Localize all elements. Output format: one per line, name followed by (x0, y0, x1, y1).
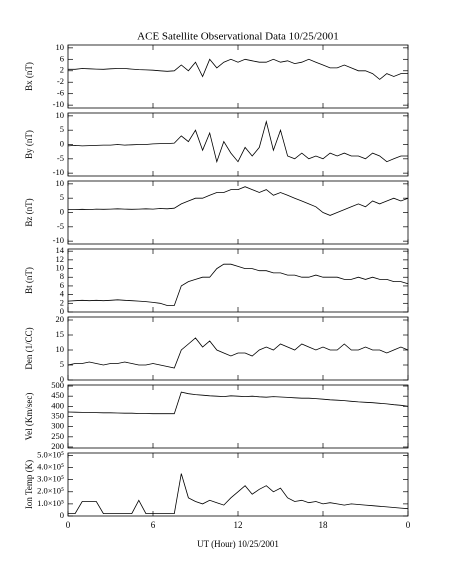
y-tick-label: 10 (56, 110, 65, 120)
y-tick-label: 400 (51, 400, 64, 410)
y-axis-label: By (nT) (24, 130, 34, 159)
y-tick-label: 2 (60, 297, 64, 307)
y-tick-label: 4.0×10⁵ (37, 461, 64, 471)
y-tick-label: 6 (60, 280, 64, 290)
panel-frame (67, 316, 409, 381)
y-tick-label: 5 (60, 192, 64, 202)
y-tick-label: 10 (56, 344, 65, 354)
y-tick-label: 350 (51, 410, 64, 420)
data-line (68, 473, 409, 514)
y-tick-label: 10 (56, 42, 65, 52)
panel-frame (67, 452, 409, 517)
data-line (68, 58, 408, 80)
y-tick-label: 10 (56, 263, 65, 273)
y-tick-label: 8 (60, 271, 64, 281)
y-tick-label: 0 (60, 206, 64, 216)
y-tick-label: 4 (60, 289, 65, 299)
y-tick-label: 12 (56, 254, 65, 264)
x-tick-label: 12 (234, 520, 243, 530)
y-tick-label: -10 (53, 99, 64, 109)
data-line (67, 263, 409, 306)
y-tick-label: -10 (53, 235, 64, 245)
panel-frame (67, 180, 409, 245)
y-tick-label: 250 (51, 431, 64, 441)
y-tick-label: 5 (60, 359, 64, 369)
y-tick-label: 20 (56, 314, 65, 324)
y-tick-label: 5.0×10⁵ (37, 449, 64, 459)
y-tick-label: 450 (51, 390, 64, 400)
y-axis-label: Ion Temp (K) (24, 460, 34, 509)
y-tick-label: 300 (51, 421, 64, 431)
x-axis-label: UT (Hour) 10/25/2001 (197, 539, 279, 549)
x-tick-label: 6 (151, 520, 156, 530)
panel-frame (67, 384, 409, 449)
data-line (67, 337, 409, 369)
y-tick-label: -6 (57, 88, 64, 98)
y-axis-label: Bz (nT) (24, 198, 34, 226)
y-tick-label: 200 (51, 441, 64, 451)
y-tick-label: 6 (60, 53, 64, 63)
y-tick-label: 0 (60, 374, 64, 384)
y-tick-label: 0 (60, 510, 64, 520)
y-axis-label: Den (1/CC) (24, 327, 34, 369)
y-tick-label: 0 (60, 138, 64, 148)
panel-frame (67, 44, 409, 109)
x-tick-label: 0 (406, 520, 411, 530)
y-tick-label: 10 (56, 178, 65, 188)
y-tick-label: -5 (57, 153, 64, 163)
x-tick-label: 18 (319, 520, 329, 530)
y-tick-label: 3.0×10⁵ (37, 474, 64, 484)
x-tick-label: 0 (66, 520, 71, 530)
y-tick-label: 15 (56, 329, 65, 339)
chart-title: ACE Satellite Observational Data 10/25/2… (137, 31, 339, 43)
y-axis-label: Vel (Km/sec) (24, 393, 34, 441)
y-tick-label: 0 (60, 306, 64, 316)
y-tick-label: -2 (57, 76, 64, 86)
y-tick-label: 2 (60, 65, 64, 75)
y-tick-label: 500 (51, 380, 64, 390)
y-tick-label: -10 (53, 167, 64, 177)
y-tick-label: 2.0×10⁵ (37, 486, 64, 496)
y-tick-label: -5 (57, 221, 64, 231)
y-axis-label: Bt (nT) (24, 267, 34, 294)
y-tick-label: 5 (60, 124, 64, 134)
y-tick-label: 14 (56, 245, 65, 255)
data-line (67, 391, 409, 415)
panel-frame (67, 248, 409, 313)
y-axis-label: Bx (nT) (24, 62, 34, 91)
y-tick-label: 1.0×10⁵ (37, 498, 64, 508)
data-line (67, 120, 408, 164)
data-line (68, 186, 409, 216)
